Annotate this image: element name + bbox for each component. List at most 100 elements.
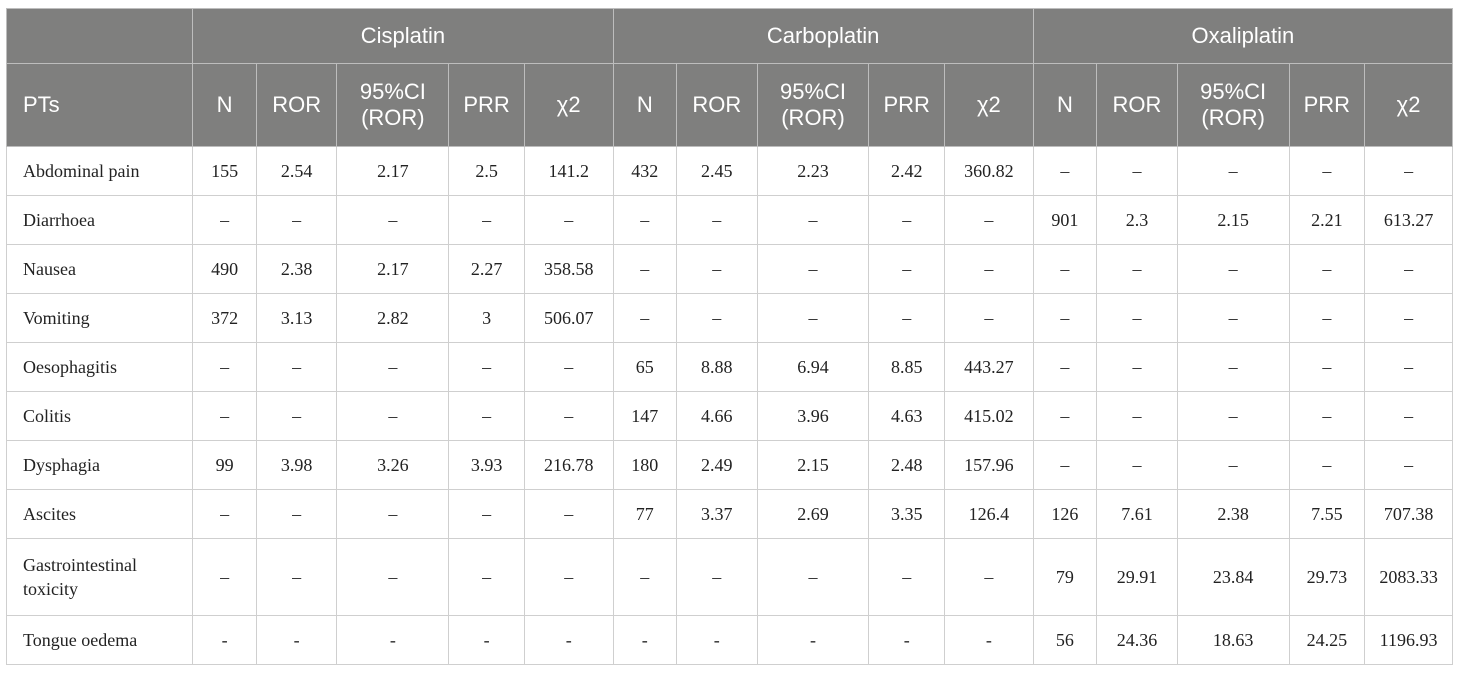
column-header-oxaliplatin-n: N bbox=[1032, 63, 1098, 147]
table-cell: 141.2 bbox=[523, 146, 614, 196]
table-cell: 65 bbox=[612, 342, 678, 392]
table-cell: - bbox=[336, 615, 450, 665]
table-cell: – bbox=[1032, 244, 1098, 294]
table-cell: – bbox=[336, 195, 450, 245]
table-cell: – bbox=[1032, 146, 1098, 196]
table-cell: 77 bbox=[612, 489, 678, 539]
table-cell: – bbox=[1364, 293, 1453, 343]
row-label: Gastrointestinal toxicity bbox=[5, 538, 194, 616]
row-label: Oesophagitis bbox=[5, 342, 194, 392]
table-cell: – bbox=[448, 391, 525, 441]
table-cell: – bbox=[192, 342, 257, 392]
table-cell: 2.49 bbox=[676, 440, 758, 490]
table-cell: – bbox=[756, 244, 870, 294]
table-cell: 6.94 bbox=[756, 342, 870, 392]
table-cell: 216.78 bbox=[523, 440, 614, 490]
table-cell: – bbox=[1288, 244, 1366, 294]
table-cell: - bbox=[448, 615, 525, 665]
table-cell: – bbox=[1364, 440, 1453, 490]
table-cell: 2.38 bbox=[255, 244, 338, 294]
table-cell: - bbox=[523, 615, 614, 665]
table-cell: 2.54 bbox=[255, 146, 338, 196]
table-cell: 56 bbox=[1032, 615, 1098, 665]
table-cell: – bbox=[448, 489, 525, 539]
results-table: Cisplatin Carboplatin Oxaliplatin PTs N RO… bbox=[5, 8, 1454, 665]
table-cell: – bbox=[1364, 391, 1453, 441]
table-cell: 3.96 bbox=[756, 391, 870, 441]
table-cell: 2.45 bbox=[676, 146, 758, 196]
corner-cell bbox=[5, 8, 194, 64]
table-cell: – bbox=[523, 342, 614, 392]
table-cell: – bbox=[1288, 440, 1366, 490]
column-header-oxaliplatin-prr: PRR bbox=[1288, 63, 1366, 147]
group-header-cisplatin: Cisplatin bbox=[192, 8, 614, 64]
table-cell: 372 bbox=[192, 293, 257, 343]
column-header-oxaliplatin-ci-ror: 95%CI (ROR) bbox=[1176, 63, 1290, 147]
table-cell: 358.58 bbox=[523, 244, 614, 294]
column-header-cisplatin-chi2: χ2 bbox=[523, 63, 614, 147]
table-row: Gastrointestinal toxicity – – – – – – – – – –79 29.9… bbox=[5, 538, 1453, 616]
table-cell: – bbox=[523, 195, 614, 245]
table-cell: – bbox=[255, 391, 338, 441]
table-cell: 8.88 bbox=[676, 342, 758, 392]
column-header-cisplatin-ci-ror: 95%CI (ROR) bbox=[336, 63, 450, 147]
table-cell: 2.82 bbox=[336, 293, 450, 343]
table-cell: – bbox=[1096, 244, 1178, 294]
table-cell: – bbox=[756, 538, 870, 616]
table-cell: – bbox=[336, 538, 450, 616]
table-cell: – bbox=[336, 391, 450, 441]
table-cell: – bbox=[523, 489, 614, 539]
table-cell: – bbox=[523, 538, 614, 616]
table-cell: – bbox=[612, 293, 678, 343]
table-cell: – bbox=[612, 195, 678, 245]
table-cell: 126.4 bbox=[943, 489, 1034, 539]
table-cell: – bbox=[1176, 244, 1290, 294]
table-cell: – bbox=[1176, 342, 1290, 392]
table-cell: – bbox=[676, 195, 758, 245]
table-cell: - bbox=[756, 615, 870, 665]
row-label: Nausea bbox=[5, 244, 194, 294]
table-cell: – bbox=[1288, 391, 1366, 441]
table-cell: 8.85 bbox=[868, 342, 945, 392]
table-cell: – bbox=[255, 538, 338, 616]
table-cell: 490 bbox=[192, 244, 257, 294]
row-label: Colitis bbox=[5, 391, 194, 441]
table-cell: – bbox=[1288, 293, 1366, 343]
table-cell: – bbox=[943, 195, 1034, 245]
table-cell: 3.98 bbox=[255, 440, 338, 490]
table-cell: 24.36 bbox=[1096, 615, 1178, 665]
table-cell: 2.38 bbox=[1176, 489, 1290, 539]
table-cell: 2.17 bbox=[336, 244, 450, 294]
table-cell: 3 bbox=[448, 293, 525, 343]
table-cell: – bbox=[868, 244, 945, 294]
table-cell: – bbox=[676, 293, 758, 343]
table-cell: – bbox=[756, 293, 870, 343]
column-header-row: PTs N ROR 95%CI (ROR) PRR χ2 N ROR 95%CI (ROR) PRR χ… bbox=[5, 63, 1453, 147]
table-row: Colitis – – – – –147 4.66 3.96 4.63 415.02– – – – – bbox=[5, 391, 1453, 441]
table-cell: - bbox=[192, 615, 257, 665]
table-cell: – bbox=[1176, 440, 1290, 490]
column-header-carboplatin-ror: ROR bbox=[676, 63, 758, 147]
column-header-carboplatin-chi2: χ2 bbox=[943, 63, 1034, 147]
column-header-cisplatin-ror: ROR bbox=[255, 63, 338, 147]
table-cell: - bbox=[943, 615, 1034, 665]
table-cell: – bbox=[1032, 391, 1098, 441]
table-cell: 24.25 bbox=[1288, 615, 1366, 665]
table-cell: – bbox=[448, 195, 525, 245]
table-cell: 7.61 bbox=[1096, 489, 1178, 539]
table-cell: – bbox=[1288, 146, 1366, 196]
table-cell: – bbox=[1096, 391, 1178, 441]
table-cell: 2.42 bbox=[868, 146, 945, 196]
group-header-row: Cisplatin Carboplatin Oxaliplatin bbox=[5, 8, 1454, 64]
table-cell: 1196.93 bbox=[1364, 615, 1453, 665]
table-cell: – bbox=[448, 538, 525, 616]
table-cell: – bbox=[1032, 342, 1098, 392]
column-header-carboplatin-prr: PRR bbox=[868, 63, 945, 147]
table-cell: 2.27 bbox=[448, 244, 525, 294]
table-cell: - bbox=[676, 615, 758, 665]
table-cell: 432 bbox=[612, 146, 678, 196]
row-label: Vomiting bbox=[5, 293, 194, 343]
table-cell: 613.27 bbox=[1364, 195, 1453, 245]
table-cell: – bbox=[943, 244, 1034, 294]
table-cell: - bbox=[868, 615, 945, 665]
